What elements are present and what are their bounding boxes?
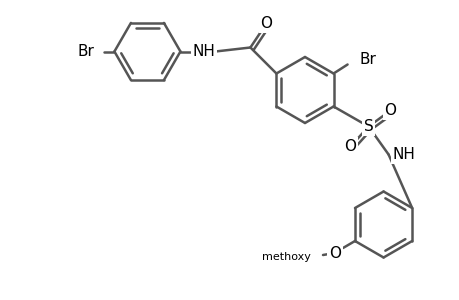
Text: O: O xyxy=(328,245,340,260)
Text: methoxy: methoxy xyxy=(262,252,310,262)
Text: O: O xyxy=(344,139,356,154)
Text: Br: Br xyxy=(359,52,375,67)
Text: O: O xyxy=(260,16,272,31)
Text: Br: Br xyxy=(78,44,94,59)
Text: NH: NH xyxy=(392,147,414,162)
Text: NH: NH xyxy=(192,44,215,59)
Text: S: S xyxy=(363,119,373,134)
Text: O: O xyxy=(384,103,396,118)
